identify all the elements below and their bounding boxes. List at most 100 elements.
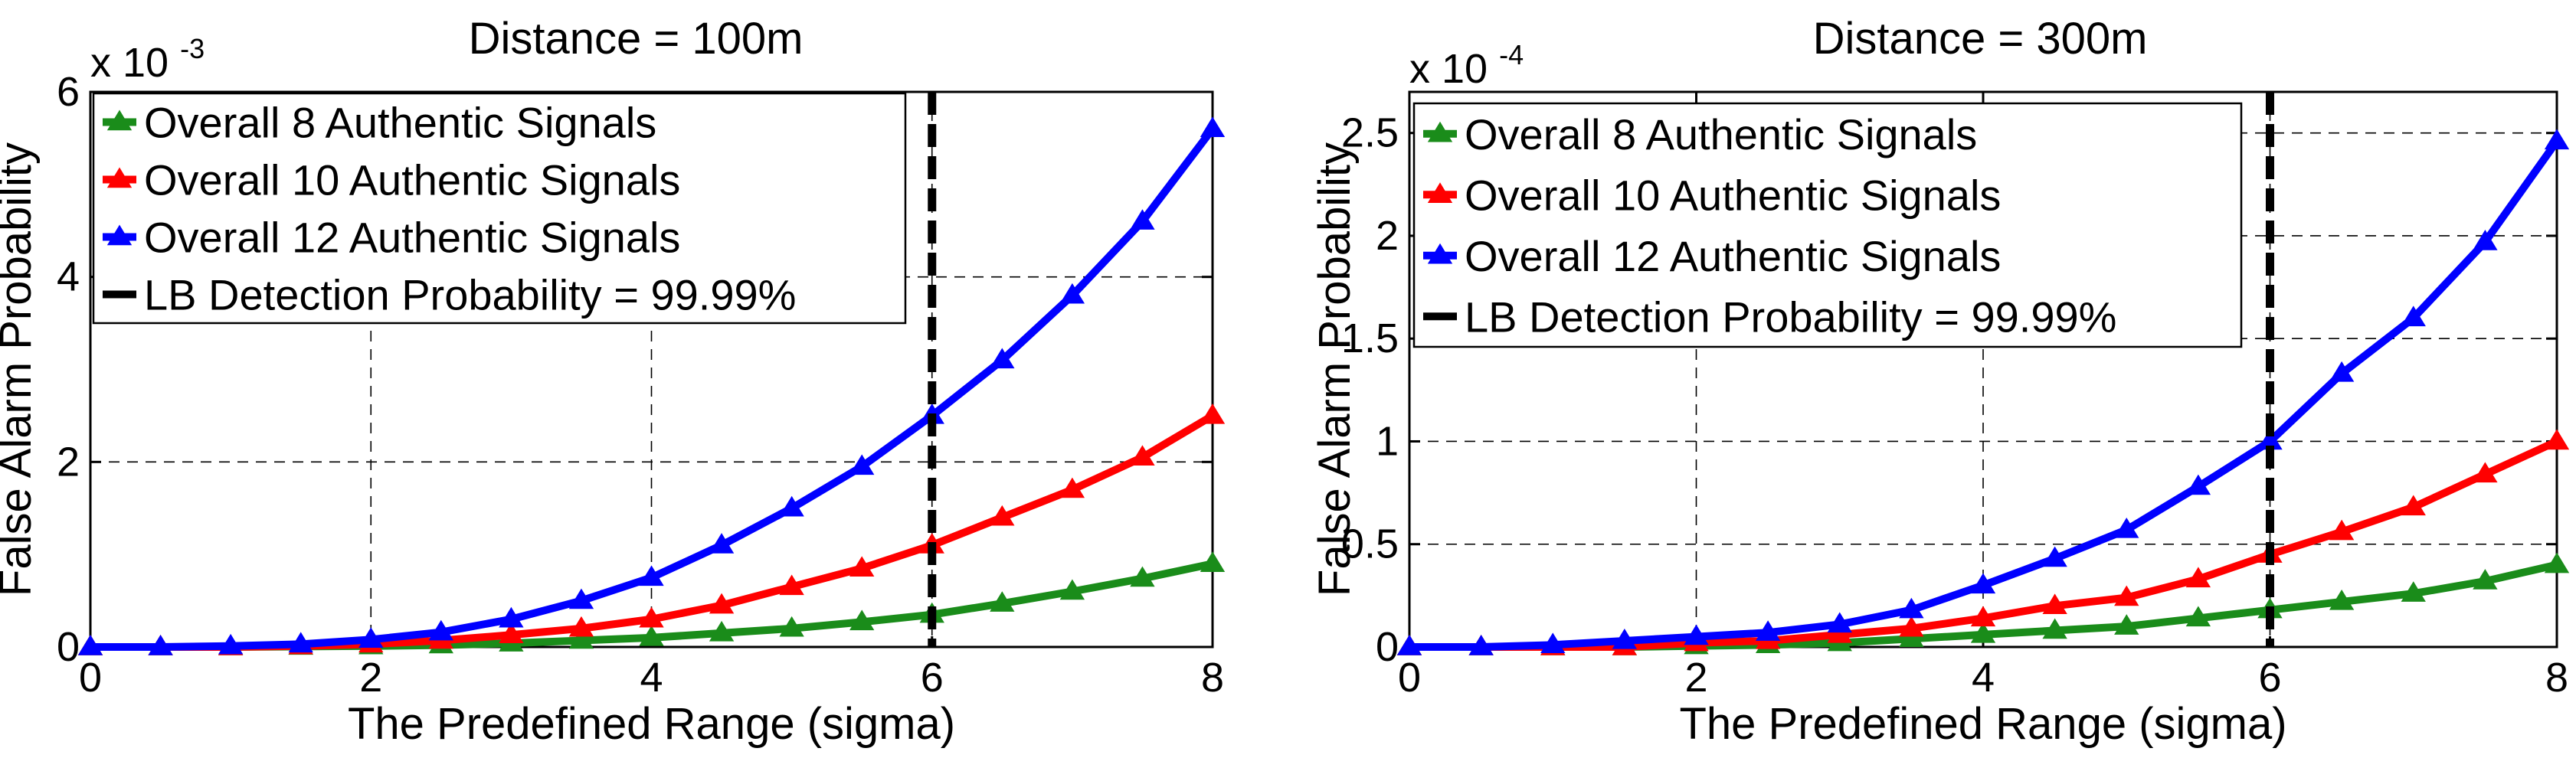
data-point	[1899, 616, 1924, 637]
data-point	[1200, 116, 1226, 138]
legend-marker	[1427, 121, 1453, 142]
data-point	[2114, 585, 2139, 606]
data-point	[990, 505, 1015, 526]
chart-1: 0 2 4 6 8 0 2 4 6 Distance = 100m x 10 -3 The Prede…	[0, 14, 1226, 749]
data-point	[2042, 593, 2067, 615]
legend: Overall 8 Authentic Signals Overall 10 Au…	[92, 92, 907, 325]
data-point	[2544, 552, 2570, 573]
data-point	[2114, 614, 2139, 635]
data-point	[779, 574, 804, 596]
x-axis-label: The Predefined Range (sigma)	[348, 699, 955, 749]
data-point	[1899, 597, 1924, 619]
data-point	[2401, 305, 2426, 327]
data-point	[218, 633, 244, 655]
data-point	[779, 616, 804, 637]
data-point	[428, 619, 453, 641]
series-group	[77, 116, 1226, 655]
x-tick-label: 8	[1201, 655, 1224, 701]
data-point	[1827, 622, 1852, 643]
data-point	[849, 556, 875, 577]
data-point	[639, 565, 664, 586]
data-point	[1827, 612, 1852, 633]
data-point	[2042, 546, 2067, 567]
data-point	[568, 616, 594, 637]
data-point	[2544, 129, 2570, 150]
data-point	[288, 632, 313, 653]
data-point	[2473, 462, 2498, 483]
data-point	[358, 627, 384, 649]
data-point	[1612, 628, 1638, 649]
x-tick-label: 8	[2545, 655, 2568, 701]
chart-title: Distance = 100m	[469, 14, 804, 64]
x-tick-label: 2	[359, 655, 382, 701]
legend-marker	[1427, 243, 1453, 264]
data-point	[148, 635, 173, 655]
data-point	[568, 628, 594, 649]
y-tick-label: 2	[57, 439, 80, 485]
series-3	[77, 116, 1226, 655]
legend-label: LB Detection Probability = 99.99%	[1465, 292, 2116, 341]
x-tick-label: 4	[640, 655, 663, 701]
legend-marker	[106, 109, 133, 131]
data-point	[1059, 283, 1085, 304]
data-point	[1059, 477, 1085, 498]
data-point	[1970, 622, 1996, 643]
data-point	[1396, 635, 1422, 655]
legend-box	[92, 92, 907, 325]
data-point	[2329, 519, 2355, 541]
y-exponent-label: x 10 -3	[90, 33, 205, 86]
x-tick-label: 6	[2258, 655, 2281, 701]
data-point	[2185, 474, 2211, 495]
chart-title: Distance = 300m	[1813, 14, 2148, 64]
data-point	[709, 533, 735, 554]
data-point	[2329, 589, 2355, 610]
data-point	[1755, 620, 1781, 641]
y-tick-label: 4	[57, 254, 80, 300]
legend-label: LB Detection Probability = 99.99%	[144, 271, 796, 319]
data-point	[1200, 551, 1226, 572]
data-point	[1200, 403, 1226, 424]
data-point	[1130, 566, 1155, 587]
legend-label: Overall 10 Authentic Signals	[144, 156, 680, 204]
data-point	[2042, 618, 2067, 639]
x-tick-label: 4	[1972, 655, 1995, 701]
legend-label: Overall 12 Authentic Signals	[1465, 232, 2001, 280]
legend: Overall 8 Authentic Signals Overall 10 Au…	[1412, 102, 2243, 348]
legend-label: Overall 10 Authentic Signals	[1465, 171, 2001, 219]
y-tick-label: 2	[1376, 213, 1399, 259]
x-tick-label: 0	[79, 655, 102, 701]
data-point	[1684, 624, 1709, 645]
data-point	[77, 635, 103, 655]
legend-marker	[1427, 182, 1453, 203]
data-point	[2473, 230, 2498, 250]
y-tick-label: 0	[1376, 624, 1399, 670]
data-point	[2401, 495, 2426, 516]
ticks: 0 2 4 6 8 0 2 4 6	[57, 69, 1224, 701]
data-point	[2544, 429, 2570, 450]
data-point	[639, 606, 664, 628]
series-3	[1396, 129, 2570, 655]
data-point	[499, 606, 524, 628]
data-point	[709, 593, 735, 614]
data-point	[779, 495, 804, 517]
data-point	[1540, 632, 1566, 654]
x-axis-label: The Predefined Range (sigma)	[1679, 699, 2286, 749]
y-tick-label: 0	[57, 624, 80, 670]
y-tick-label: 2.5	[1341, 110, 1399, 156]
y-exponent-label: x 10 -4	[1409, 39, 1524, 92]
data-point	[1130, 209, 1155, 230]
legend-label: Overall 12 Authentic Signals	[144, 214, 680, 262]
y-tick-label: 1	[1376, 418, 1399, 464]
x-tick-label: 6	[921, 655, 944, 701]
data-point	[2185, 606, 2211, 627]
y-tick-label: 6	[57, 69, 80, 115]
y-tick-label: 1.5	[1341, 315, 1399, 361]
legend-label: Overall 8 Authentic Signals	[144, 99, 656, 147]
data-point	[849, 454, 875, 475]
data-point	[2401, 581, 2426, 602]
data-point	[1970, 573, 1996, 594]
x-tick-label: 2	[1684, 655, 1707, 701]
legend-marker	[106, 224, 133, 246]
series-group	[1396, 129, 2570, 655]
